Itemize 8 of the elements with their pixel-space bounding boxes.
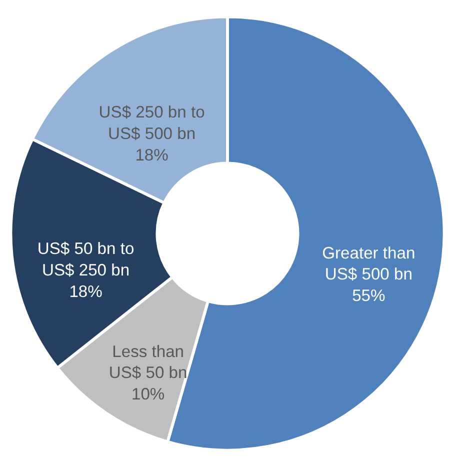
data-label: 18% — [69, 282, 103, 301]
slice-label: Less than US$ 50 bn — [108, 342, 188, 382]
slice-label: US$ 50 bn to US$ 250 bn — [37, 238, 134, 280]
data-label: 55% — [352, 286, 386, 306]
slice-label: Greater than US$ 500 bn — [322, 243, 416, 284]
data-label: 18% — [135, 146, 169, 165]
slice-label: US$ 250 bn to US$ 500 bn — [98, 102, 205, 144]
data-label: 10% — [131, 384, 165, 404]
